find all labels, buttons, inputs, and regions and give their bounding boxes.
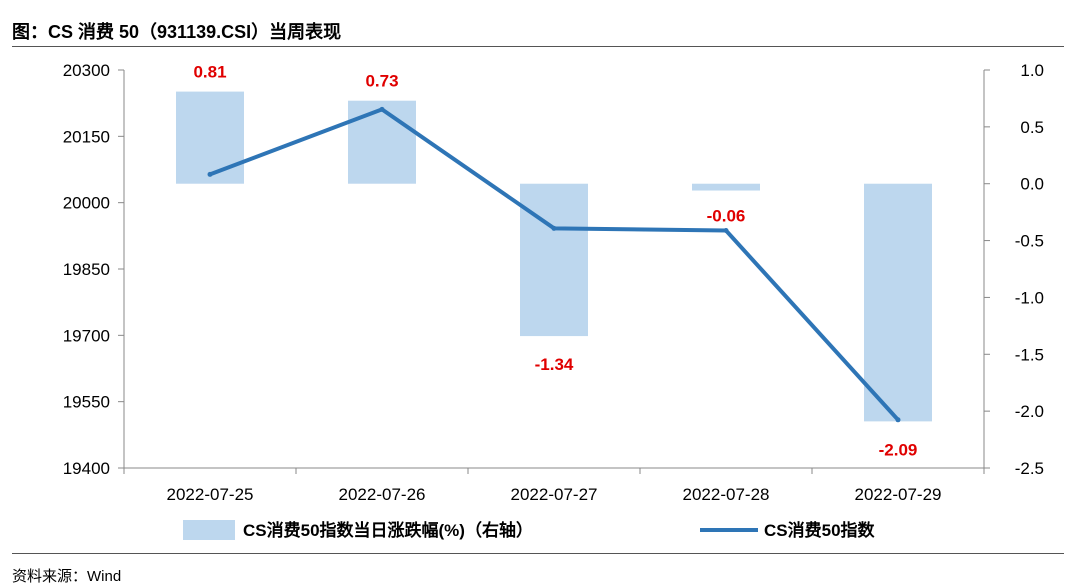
bar-2022-07-27 [520, 183, 588, 337]
x-tick-label: 2022-07-25 [167, 485, 254, 504]
bar-2022-07-25 [176, 91, 244, 184]
source-note: 资料来源：Wind [12, 568, 122, 585]
right-tick-label: 0.5 [1020, 118, 1044, 137]
left-tick-label: 20300 [63, 61, 110, 80]
legend-bar-label: CS消费50指数当日涨跌幅(%)（右轴） [243, 520, 533, 540]
x-tick-label: 2022-07-28 [683, 485, 770, 504]
bar-2022-07-28 [692, 183, 760, 191]
x-tick-label: 2022-07-27 [511, 485, 598, 504]
line-point-2022-07-26 [379, 106, 385, 112]
right-tick-label: 1.0 [1020, 61, 1044, 80]
bottom-rule [12, 553, 1064, 554]
top-rule [12, 46, 1064, 47]
right-tick-label: -1.5 [1015, 345, 1044, 364]
left-tick-label: 20000 [63, 194, 110, 213]
right-tick-label: -0.5 [1015, 232, 1044, 251]
bar-data-label: -2.09 [879, 440, 918, 459]
left-tick-label: 19700 [63, 326, 110, 345]
line-point-2022-07-28 [723, 228, 729, 234]
right-tick-label: 0.0 [1020, 175, 1044, 194]
left-tick-label: 20150 [63, 127, 110, 146]
bar-data-label: -1.34 [535, 355, 574, 374]
right-tick-label: -2.0 [1015, 402, 1044, 421]
bar-data-label: 0.73 [365, 72, 398, 91]
legend-bar-swatch [183, 520, 235, 540]
right-tick-label: -1.0 [1015, 288, 1044, 307]
left-tick-label: 19850 [63, 260, 110, 279]
line-point-2022-07-25 [207, 171, 213, 177]
bar-2022-07-29 [864, 183, 932, 422]
line-point-2022-07-29 [895, 417, 901, 423]
line-point-2022-07-27 [551, 225, 557, 231]
left-tick-label: 19550 [63, 393, 110, 412]
legend-line-label: CS消费50指数 [764, 520, 876, 540]
chart-title: 图：CS 消费 50（931139.CSI）当周表现 [12, 22, 342, 42]
x-tick-label: 2022-07-26 [339, 485, 426, 504]
right-tick-label: -2.5 [1015, 459, 1044, 478]
bar-data-label: 0.81 [193, 63, 226, 82]
x-tick-label: 2022-07-29 [855, 485, 942, 504]
left-tick-label: 19400 [63, 459, 110, 478]
bar-2022-07-26 [348, 100, 416, 184]
bar-data-label: -0.06 [707, 207, 746, 226]
